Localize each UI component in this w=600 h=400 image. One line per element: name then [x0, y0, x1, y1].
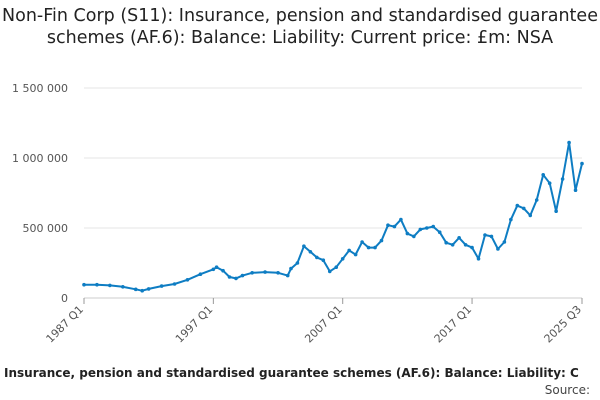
data-point — [211, 267, 216, 272]
data-point — [470, 245, 474, 250]
data-point — [379, 238, 384, 243]
data-point — [95, 282, 99, 287]
x-tick-label: 2007 Q1 — [302, 303, 345, 346]
data-point — [172, 282, 177, 286]
data-point — [457, 236, 461, 240]
data-point — [502, 240, 507, 244]
data-point — [567, 140, 571, 145]
data-point — [146, 287, 151, 291]
x-tick-label: 1987 Q1 — [44, 303, 87, 346]
data-point — [227, 275, 232, 279]
chart-caption: Insurance, pension and standardised guar… — [4, 366, 579, 380]
data-point — [534, 198, 539, 202]
chart-title: Non-Fin Corp (S11): Insurance, pension a… — [2, 6, 598, 48]
data-point — [198, 272, 203, 277]
data-point — [340, 257, 345, 261]
data-point — [121, 285, 125, 289]
data-point — [560, 177, 565, 181]
data-point — [424, 226, 429, 230]
data-point — [140, 288, 145, 293]
x-tick-label: 1997 Q1 — [173, 303, 216, 346]
data-point — [412, 234, 416, 239]
y-tick-label: 0 — [61, 292, 68, 305]
data-point — [334, 265, 339, 270]
data-point — [405, 231, 410, 236]
data-point — [444, 240, 448, 245]
data-point — [392, 224, 397, 229]
data-point — [554, 209, 558, 213]
data-point — [240, 273, 245, 278]
data-point — [399, 217, 403, 222]
series-line — [83, 141, 583, 292]
data-point — [547, 181, 552, 185]
data-point — [521, 206, 526, 211]
data-point — [214, 265, 219, 270]
data-point — [366, 245, 371, 250]
data-point — [250, 271, 254, 275]
data-point — [541, 173, 545, 177]
data-point — [276, 271, 280, 275]
data-point — [263, 270, 267, 274]
data-point — [321, 258, 326, 263]
y-tick-label: 1 000 000 — [12, 152, 68, 165]
data-point — [159, 284, 164, 288]
y-tick-label: 500 000 — [23, 222, 69, 235]
x-tick-label: 2025 Q3 — [542, 303, 585, 346]
data-point — [528, 213, 533, 218]
data-point — [347, 248, 351, 253]
data-point — [573, 188, 578, 192]
data-point — [431, 224, 436, 229]
data-point — [108, 283, 112, 288]
data-point — [515, 203, 520, 208]
data-point — [285, 273, 290, 278]
data-point — [437, 230, 442, 234]
data-point — [360, 240, 364, 244]
data-point — [185, 278, 190, 282]
data-point — [289, 266, 293, 271]
data-point — [302, 244, 306, 248]
data-point — [234, 276, 238, 281]
data-point — [580, 161, 584, 166]
data-point — [221, 268, 225, 273]
data-point — [295, 261, 300, 265]
x-tick-label: 2017 Q1 — [432, 303, 475, 346]
data-point — [509, 217, 513, 222]
data-point — [373, 245, 377, 250]
data-point — [418, 227, 423, 232]
data-point — [483, 233, 487, 237]
data-point — [133, 287, 138, 292]
data-point — [386, 223, 390, 227]
data-point — [353, 252, 358, 257]
data-point — [450, 243, 455, 247]
data-point — [463, 243, 468, 247]
data-point — [489, 234, 494, 239]
data-point — [82, 282, 86, 287]
y-tick-label: 1 500 000 — [12, 82, 68, 95]
data-point — [496, 247, 500, 251]
data-point — [327, 269, 332, 274]
source-label: Source: — [544, 383, 590, 397]
data-point — [315, 255, 319, 260]
data-point — [476, 257, 481, 261]
data-point — [308, 250, 313, 254]
